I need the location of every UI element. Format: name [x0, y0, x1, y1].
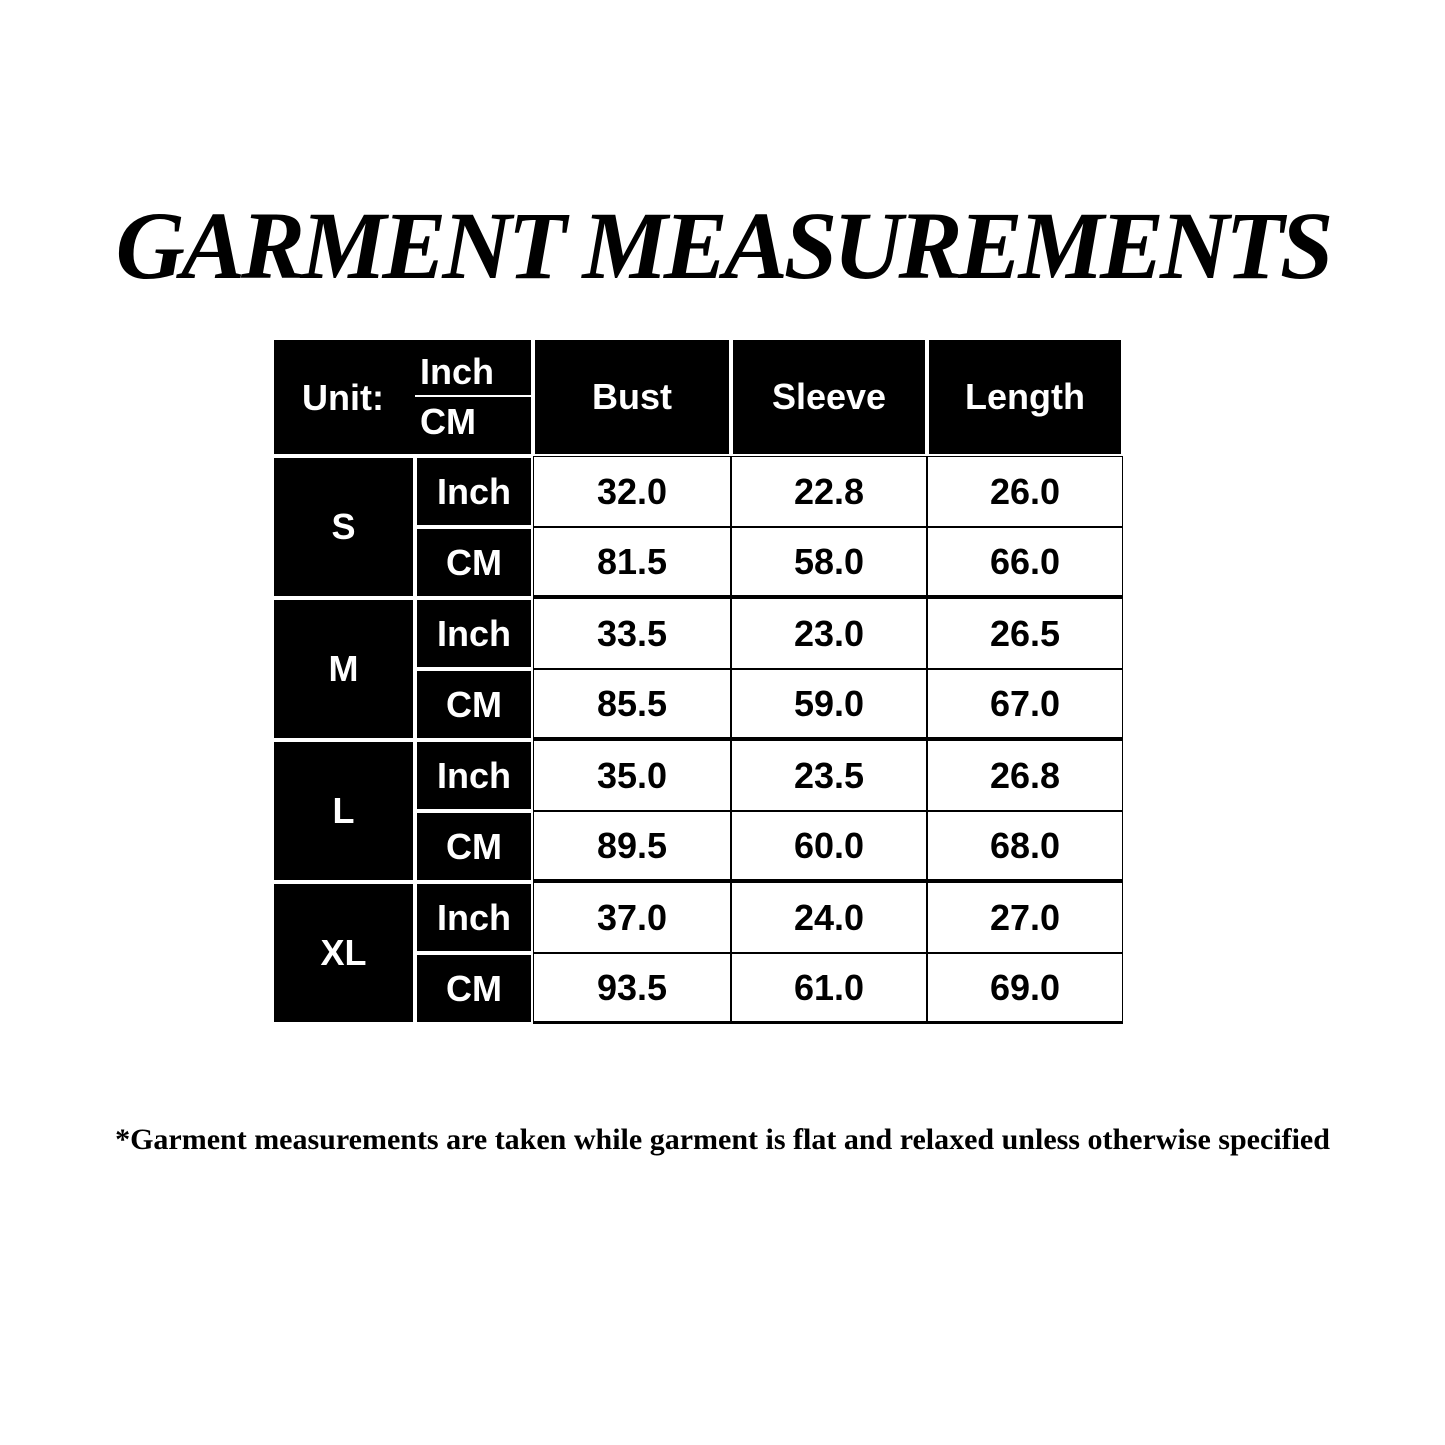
value-cell: 59.0 — [731, 669, 927, 740]
value-cell: 35.0 — [533, 740, 731, 811]
unit-label: Inch — [415, 740, 533, 811]
value-cell: 66.0 — [927, 527, 1123, 598]
value-cell: 37.0 — [533, 882, 731, 953]
unit-divider — [415, 395, 531, 397]
unit-label: CM — [415, 527, 533, 598]
unit-label: CM — [415, 811, 533, 882]
value-cell: 69.0 — [927, 953, 1123, 1024]
value-cell: 60.0 — [731, 811, 927, 882]
unit-label: Inch — [415, 598, 533, 669]
value-cell: 26.0 — [927, 456, 1123, 527]
size-label: M — [272, 598, 415, 740]
value-cell: 68.0 — [927, 811, 1123, 882]
title: GARMENT MEASUREMENTS — [115, 192, 1334, 299]
value-cell: 23.5 — [731, 740, 927, 811]
unit-label: Unit: — [302, 358, 422, 438]
unit-cm: CM — [420, 396, 510, 448]
value-cell: 26.8 — [927, 740, 1123, 811]
value-cell: 58.0 — [731, 527, 927, 598]
value-cell: 22.8 — [731, 456, 927, 527]
size-label: S — [272, 456, 415, 598]
size-label: XL — [272, 882, 415, 1024]
column-header: Sleeve — [731, 338, 927, 456]
column-header: Length — [927, 338, 1123, 456]
value-cell: 81.5 — [533, 527, 731, 598]
unit-label: CM — [415, 953, 533, 1024]
footnote: *Garment measurements are taken while ga… — [115, 1123, 1330, 1156]
unit-label: Inch — [415, 882, 533, 953]
value-cell: 27.0 — [927, 882, 1123, 953]
unit-label: Inch — [415, 456, 533, 527]
value-cell: 24.0 — [731, 882, 927, 953]
value-cell: 23.0 — [731, 598, 927, 669]
column-header: Bust — [533, 338, 731, 456]
value-cell: 85.5 — [533, 669, 731, 740]
value-cell: 67.0 — [927, 669, 1123, 740]
value-cell: 32.0 — [533, 456, 731, 527]
value-cell: 93.5 — [533, 953, 731, 1024]
value-cell: 61.0 — [731, 953, 927, 1024]
unit-inch: Inch — [420, 346, 510, 398]
unit-label: CM — [415, 669, 533, 740]
value-cell: 33.5 — [533, 598, 731, 669]
value-cell: 26.5 — [927, 598, 1123, 669]
value-cell: 89.5 — [533, 811, 731, 882]
size-label: L — [272, 740, 415, 882]
